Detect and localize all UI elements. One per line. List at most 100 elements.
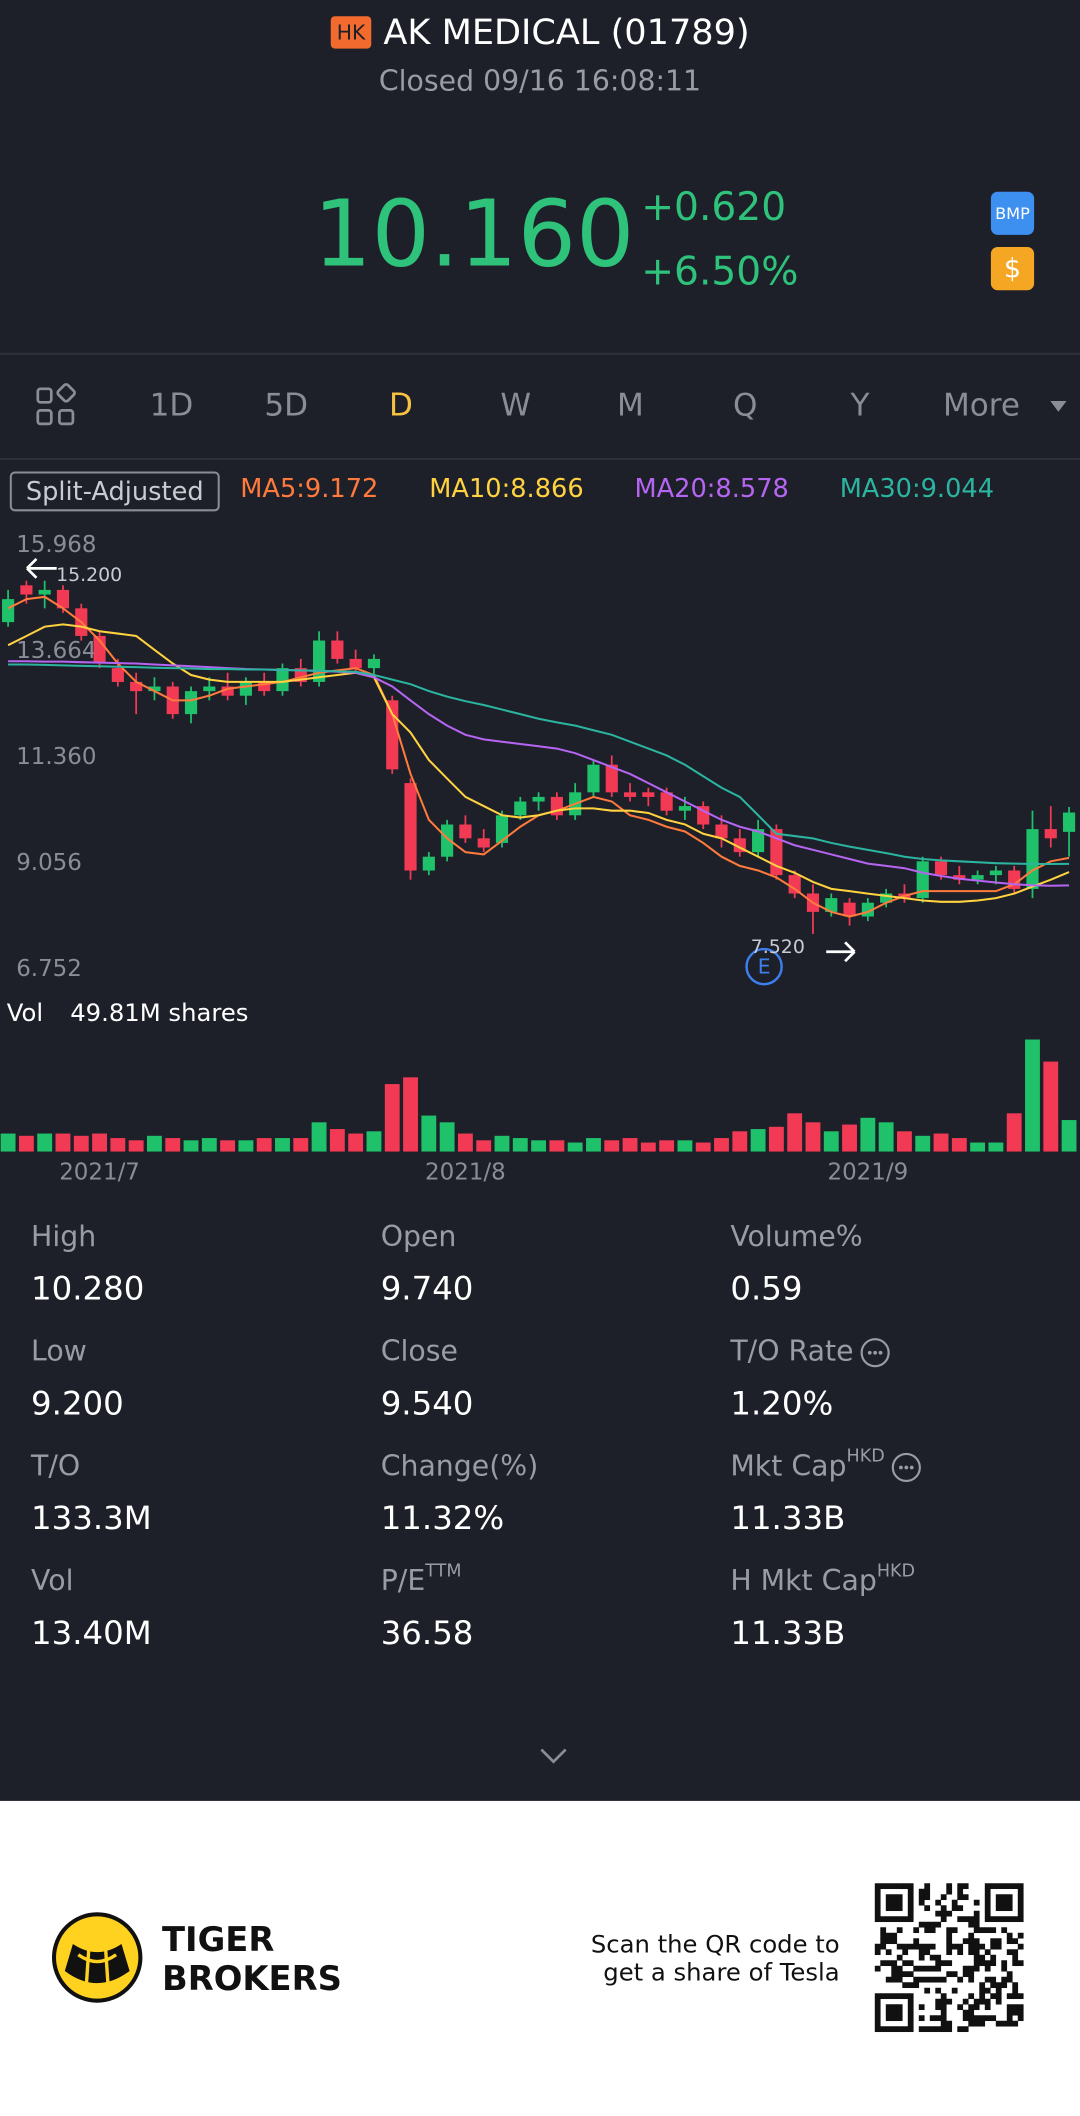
qr-cell	[918, 1954, 925, 1961]
qr-cell	[979, 1954, 986, 1961]
stat-value: 133.3M	[31, 1499, 152, 1537]
qr-cell	[984, 1960, 991, 1967]
volume-bar	[37, 1133, 53, 1152]
candle-body	[404, 783, 417, 871]
qr-cell	[907, 1916, 914, 1923]
stat-label-text: Volume%	[730, 1220, 862, 1253]
qr-cell	[891, 1993, 898, 2000]
qr-cell	[891, 1883, 898, 1890]
volume-bar	[951, 1138, 967, 1152]
qr-cell	[885, 2009, 892, 2016]
info-dot	[873, 1350, 878, 1355]
qr-cell	[984, 1987, 991, 1994]
stat-label-text: Close	[381, 1335, 458, 1368]
expand-chevron[interactable]	[540, 1748, 567, 1764]
candle-body	[441, 824, 454, 857]
qr-cell	[990, 1916, 997, 1923]
candle-body	[605, 764, 618, 793]
qr-cell	[874, 1943, 881, 1950]
qr-cell	[1017, 1888, 1024, 1895]
qr-cell	[984, 1883, 991, 1890]
qr-cell	[940, 2004, 947, 2011]
legend-entry: MA10:8.866	[429, 474, 583, 504]
qr-cell	[1017, 2009, 1024, 2016]
candle-body	[971, 875, 984, 880]
candle-body	[2, 599, 15, 623]
tab[interactable]: Y	[849, 387, 870, 423]
qr-cell	[1006, 1916, 1013, 1923]
qr-cell	[1006, 1971, 1013, 1978]
qr-cell	[968, 2009, 975, 2016]
layout-icon[interactable]	[36, 383, 76, 426]
qr-cell	[957, 1976, 964, 1983]
qr-cell	[885, 1932, 892, 1939]
low-marker: 7.520	[751, 936, 805, 958]
qr-cell	[968, 1943, 975, 1950]
bmp-icon[interactable]	[990, 191, 1035, 235]
qr-cell	[1006, 2004, 1013, 2011]
qr-cell	[1012, 2020, 1019, 2027]
tab[interactable]: 1D	[150, 387, 194, 423]
qr-cell	[1006, 2020, 1013, 2027]
dollar-icon[interactable]	[990, 247, 1035, 291]
qr-cell	[896, 2026, 903, 2033]
qr-cell	[995, 1943, 1002, 1950]
tab[interactable]: 5D	[264, 387, 308, 423]
qr-cell	[984, 1965, 991, 1972]
candle-body	[477, 838, 490, 848]
volume-bar	[823, 1131, 839, 1152]
candle-body	[349, 658, 362, 669]
qr-cell	[907, 1943, 914, 1950]
qr-cell	[968, 1976, 975, 1983]
candle-body	[312, 640, 326, 682]
stat-label: Volume%	[730, 1220, 862, 1253]
qr-cell	[973, 1899, 980, 1906]
x-tick-label: 2021/8	[425, 1160, 506, 1186]
qr-cell	[896, 1943, 903, 1950]
adjust-box[interactable]	[9, 471, 220, 512]
exchange-badge	[330, 16, 372, 49]
qr-cell	[896, 1927, 903, 1934]
price: 10.160	[313, 181, 634, 288]
qr-cell	[1001, 1916, 1008, 1923]
qr-cell	[951, 1899, 958, 1906]
qr-cell	[913, 1965, 920, 1972]
qr-cell	[957, 1916, 964, 1923]
tab[interactable]: Q	[733, 387, 757, 423]
qr-cell	[913, 1927, 920, 1934]
stat-label-sup: TTM	[424, 1561, 461, 1581]
qr-cell	[940, 2020, 947, 2027]
tab[interactable]: More	[943, 387, 1020, 423]
candle-body	[56, 589, 70, 609]
candle-body	[495, 815, 509, 843]
qr-cell	[880, 1960, 887, 1967]
qr-cell	[951, 1943, 958, 1950]
candle-body	[843, 902, 856, 917]
qr-cell	[940, 1976, 947, 1983]
volume-bar	[988, 1142, 1004, 1152]
logo-stripes	[77, 1943, 118, 1985]
qr-cell	[984, 1905, 991, 1912]
event-circle[interactable]	[745, 947, 783, 986]
info-icon[interactable]	[860, 1338, 890, 1368]
volume-bar	[201, 1138, 217, 1152]
qr-cell	[979, 1927, 986, 1934]
info-icon[interactable]	[891, 1452, 921, 1483]
volume-bar	[750, 1129, 766, 1152]
candle-body	[276, 668, 289, 692]
volume-bar	[238, 1140, 254, 1152]
tab[interactable]: W	[500, 387, 531, 423]
qr-cell	[907, 1993, 914, 2000]
y-tick-label: 13.664	[16, 638, 96, 664]
qr-cell	[874, 2004, 881, 2011]
stat-label-text: T/O Rate	[729, 1335, 853, 1368]
qr-cell	[940, 1998, 947, 2005]
tab[interactable]: D	[389, 387, 413, 423]
qr-cell	[880, 1943, 887, 1950]
volume-bar	[897, 1131, 912, 1152]
qr-cell	[990, 1954, 997, 1961]
qr-cell	[1001, 1976, 1008, 1983]
qr-cell	[913, 1938, 920, 1945]
tab[interactable]: M	[617, 387, 644, 423]
volume-bar	[147, 1135, 162, 1152]
